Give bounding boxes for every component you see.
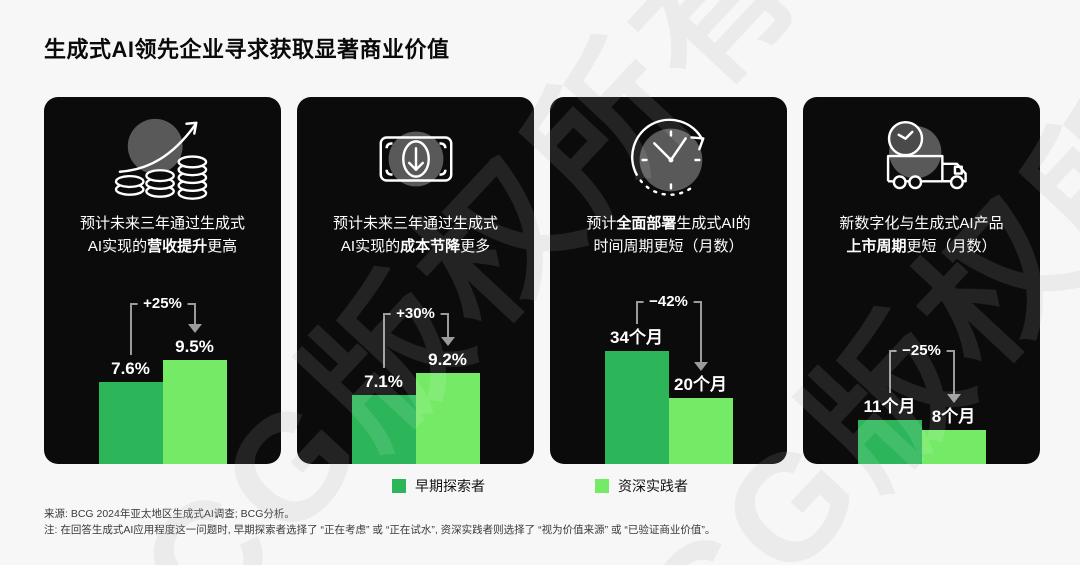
bar-chart: +25% 7.6% 9.5%: [98, 229, 227, 464]
arrow-down-icon: [440, 337, 455, 346]
legend-item-senior-practitioners: 资深实践者: [595, 476, 688, 496]
panel-description: 预计未来三年通过生成式 AI实现的营收提升更高: [79, 215, 245, 255]
bar-chart: −25% 11个月 8个月: [857, 229, 986, 464]
legend-swatch-senior: [595, 479, 609, 493]
bar-chart: −42% 34个月 20个月: [604, 229, 733, 464]
delta-annotation: +30%: [390, 304, 441, 323]
clock-cycle-icon: [550, 113, 787, 205]
bracket-right-line: [446, 313, 449, 338]
bar-value-senior: 9.5%: [175, 337, 214, 356]
arrow-down-icon: [187, 324, 202, 333]
method-note: 注: 在回答生成式AI应用程度这一问题时, 早期探索者选择了 “正在考虑” 或 …: [44, 524, 716, 537]
arrow-down-icon: [693, 362, 708, 371]
delta-annotation: −42%: [643, 292, 694, 311]
bar-senior-practitioners: [668, 398, 733, 464]
bracket-left-line: [382, 313, 385, 368]
legend-item-early-explorers: 早期探索者: [392, 476, 485, 496]
source-note: 来源: BCG 2024年亚太地区生成式AI调查; BCG分析。: [44, 508, 295, 520]
legend: 早期探索者 资深实践者: [0, 476, 1080, 496]
bar-senior-practitioners: [921, 430, 986, 464]
bar-value-senior: 8个月: [931, 407, 976, 426]
bracket-left-line: [635, 301, 638, 324]
coins-growth-icon: [44, 113, 281, 205]
page-title: 生成式AI领先企业寻求获取显著商业价值: [44, 37, 450, 62]
banknote-down-icon: [297, 113, 534, 205]
bar-senior-practitioners: [415, 373, 480, 464]
bracket-right-line: [193, 303, 196, 325]
footnotes: 来源: BCG 2024年亚太地区生成式AI调查; BCG分析。 注: 在回答生…: [44, 506, 715, 539]
panel-cost-savings: 预计未来三年通过生成式 AI实现的成本节降更多 +30% 7.1% 9.2%: [297, 97, 534, 464]
delta-annotation: −25%: [896, 341, 947, 360]
delta-annotation: +25%: [137, 294, 188, 313]
panel-description: 预计全面部署生成式AI的 时间周期更短（月数）: [586, 215, 751, 255]
bar-chart: +30% 7.1% 9.2%: [351, 229, 480, 464]
panel-description: 新数字化与生成式AI产品 上市周期更短（月数）: [839, 215, 1004, 255]
bar-value-early: 11个月: [863, 397, 916, 416]
bar-early-explorers: [98, 382, 163, 464]
bracket-left-line: [129, 303, 132, 355]
panel-deployment-time: 预计全面部署生成式AI的 时间周期更短（月数） −42% 34个月 20个月: [550, 97, 787, 464]
panel-description: 预计未来三年通过生成式 AI实现的成本节降更多: [332, 215, 498, 255]
panel-revenue-uplift: 预计未来三年通过生成式 AI实现的营收提升更高 +25% 7.6% 9.5%: [44, 97, 281, 464]
truck-launch-icon: [803, 113, 1040, 205]
bar-value-early: 7.1%: [364, 372, 403, 391]
bracket-right-line: [952, 350, 955, 395]
bracket-left-line: [888, 350, 891, 393]
bar-value-senior: 20个月: [674, 375, 727, 394]
arrow-down-icon: [946, 394, 961, 403]
bar-early-explorers: [351, 395, 416, 464]
legend-swatch-early: [392, 479, 406, 493]
bar-value-senior: 9.2%: [428, 350, 467, 369]
panels-row: 预计未来三年通过生成式 AI实现的营收提升更高 +25% 7.6% 9.5%: [44, 97, 1040, 464]
bracket-right-line: [699, 301, 702, 363]
bar-early-explorers: [604, 351, 669, 464]
legend-label: 早期探索者: [415, 478, 485, 494]
panel-time-to-market: 新数字化与生成式AI产品 上市周期更短（月数） −25% 11个月 8个月: [803, 97, 1040, 464]
bar-value-early: 34个月: [610, 328, 663, 347]
bar-senior-practitioners: [162, 360, 227, 464]
legend-label: 资深实践者: [618, 478, 688, 494]
bar-value-early: 7.6%: [111, 359, 150, 378]
bar-early-explorers: [857, 420, 922, 464]
